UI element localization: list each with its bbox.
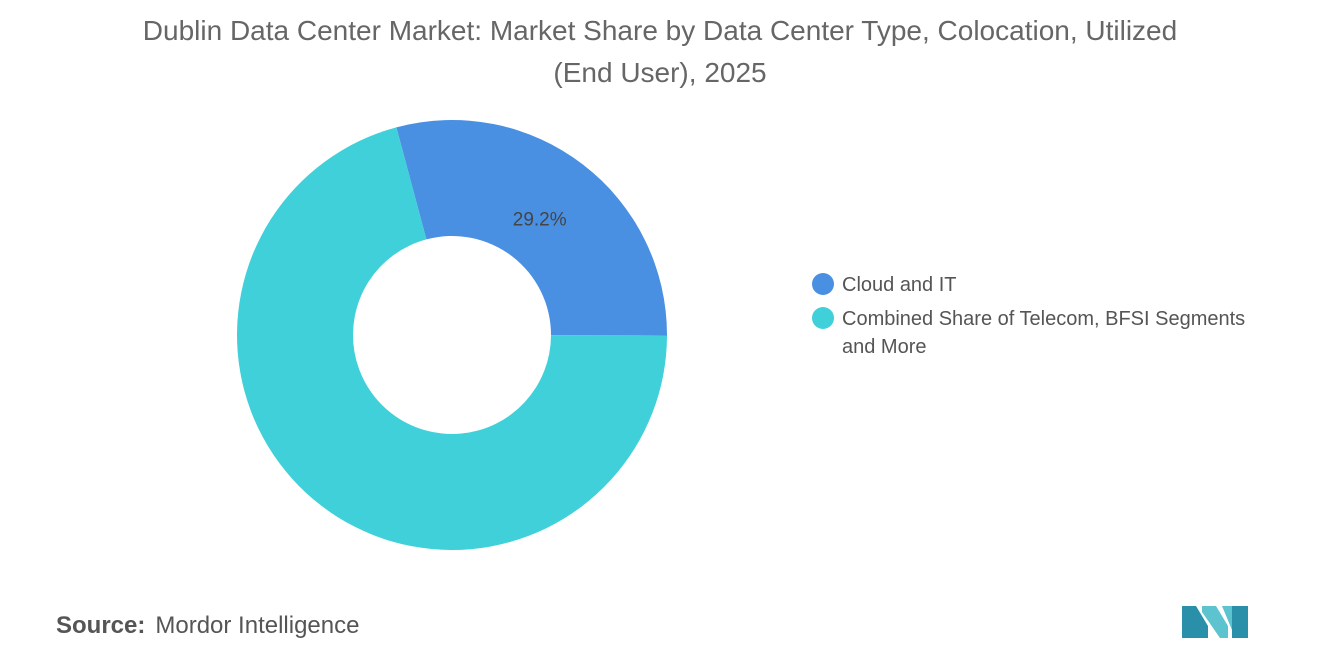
source: Source: Mordor Intelligence <box>56 612 359 640</box>
data-label: 29.2% <box>513 210 567 231</box>
legend-item: Cloud and IT <box>812 271 1282 299</box>
legend: Cloud and IT Combined Share of Telecom, B… <box>812 271 1282 367</box>
legend-marker <box>812 273 834 295</box>
chart-title: Dublin Data Center Market: Market Share … <box>142 15 1178 88</box>
source-label: Source: <box>56 612 146 639</box>
donut-segment <box>396 120 667 336</box>
legend-label: Combined Share of Telecom, BFSI Segments… <box>842 308 1246 358</box>
donut-segment <box>236 127 667 550</box>
source-text: Mordor Intelligence <box>155 612 360 639</box>
legend-label: Cloud and IT <box>842 274 957 296</box>
logo <box>1182 606 1248 638</box>
legend-item: Combined Share of Telecom, BFSI Segments… <box>812 305 1282 361</box>
legend-marker <box>812 307 834 329</box>
